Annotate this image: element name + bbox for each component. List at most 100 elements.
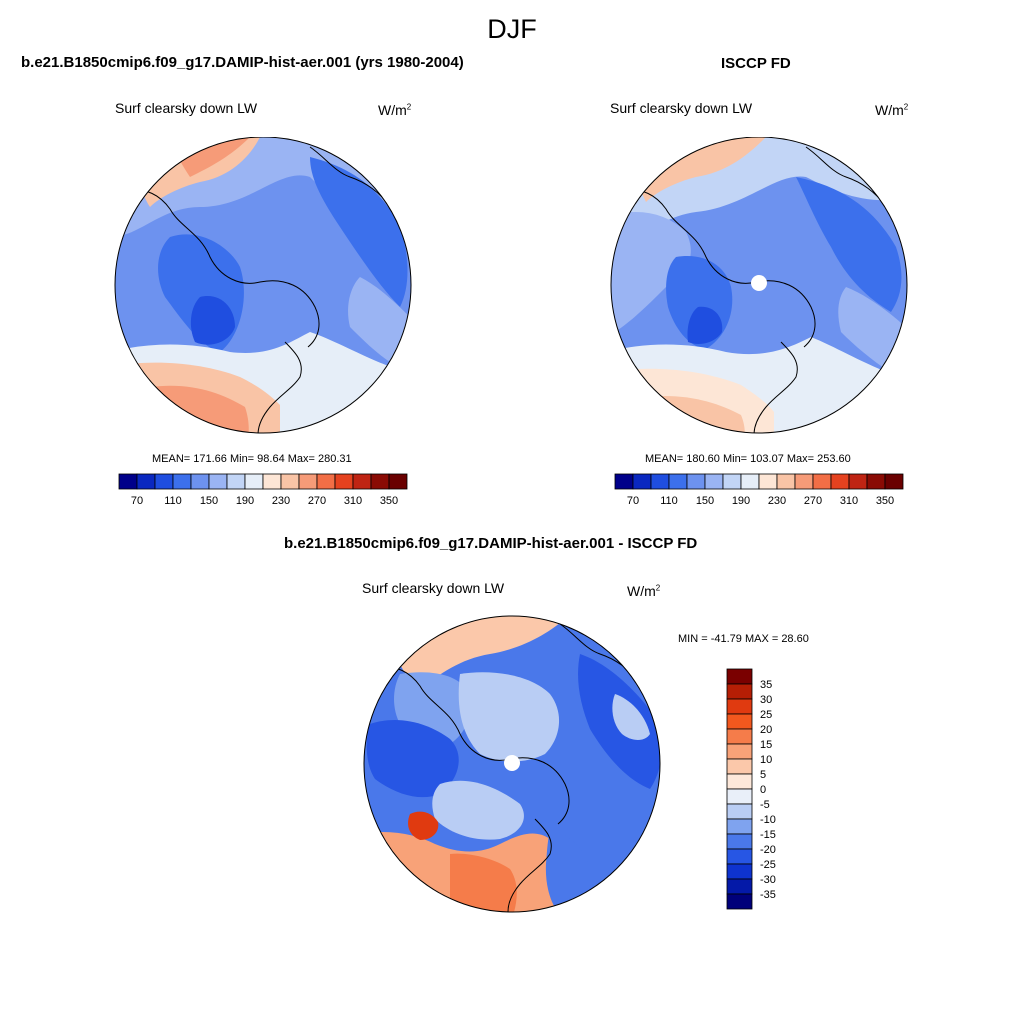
panel-3-field-pale-east [612,694,650,740]
colorbar-box [686,473,706,490]
colorbar-tick-label: -15 [760,829,776,841]
panel-3-pole-gap [504,755,520,771]
colorbar-tick-label: 25 [760,709,772,721]
colorbar-box [726,893,753,910]
panel-2-coastline [625,190,816,348]
colorbar-tick-label: -30 [760,874,776,886]
colorbar-tick-label: 110 [660,495,678,507]
colorbar-box [704,473,724,490]
panel-3-field-hotspot [408,811,439,840]
panel-3-map-boundary [363,615,661,913]
colorbar-tick-label: 20 [760,724,772,736]
colorbar-box [244,473,264,490]
colorbar-box [722,473,742,490]
panel-2-map [610,137,908,434]
colorbar-box [262,473,282,490]
colorbar-box [740,473,760,490]
colorbar-box [726,698,753,715]
colorbar-box [726,773,753,790]
colorbar-box [226,473,246,490]
panel-1-variable: Surf clearsky down LW [115,100,258,116]
colorbar-tick-label: -10 [760,814,776,826]
colorbar-box [154,473,174,490]
panel-2-pole-gap [751,275,767,291]
colorbar-box [190,473,210,490]
colorbar-box [726,818,753,835]
colorbar-tick-label: 230 [272,495,290,507]
colorbar-box [668,473,688,490]
colorbar-box [726,878,753,895]
panel-3-field-blue-south [545,829,590,912]
panel-2-variable: Surf clearsky down LW [610,100,753,116]
panel-2-map-boundary [610,137,908,434]
colorbar-box [334,473,354,490]
colorbar-box [726,758,753,775]
panel-3-units: W/m2 [627,583,661,599]
colorbar-box [776,473,796,490]
colorbar-box [650,473,670,490]
panel-1-map [114,137,412,434]
colorbar-tick-label: -20 [760,844,776,856]
panel-3-title: b.e21.B1850cmip6.f09_g17.DAMIP-hist-aer.… [284,535,698,552]
panel-1-map-boundary [114,137,412,434]
colorbar-box [136,473,156,490]
panel-2-field-light-west [611,212,691,337]
panel-2-coastline-europe [753,341,798,433]
colorbar-box [726,713,753,730]
colorbar-tick-label: 35 [760,679,772,691]
panel-1-coastline-europe [257,341,302,433]
colorbar-box [726,743,753,760]
colorbar-tick-label: 190 [236,495,254,507]
colorbar-box [726,863,753,880]
colorbar-box [370,473,390,490]
colorbar-box [208,473,228,490]
colorbar-box [794,473,814,490]
colorbar-box [830,473,850,490]
panel-2-stats: MEAN= 180.60 Min= 103.07 Max= 253.60 [645,453,851,465]
colorbar-box [118,473,138,490]
colorbar-tick-label: -25 [760,859,776,871]
colorbar-tick-label: 190 [732,495,750,507]
colorbar-tick-label: 230 [768,495,786,507]
panel-3-field-blue-west [366,719,459,798]
panel-2-field-blue-east [796,177,902,312]
panel-1-stats: MEAN= 171.66 Min= 98.64 Max= 280.31 [152,453,352,465]
colorbar-box [884,473,904,490]
panel-3-coastline [379,667,570,825]
colorbar-tick-label: 310 [344,495,362,507]
colorbar-tick-label: 10 [760,754,772,766]
colorbar-box [726,683,753,700]
panel-2-field-blue-core [687,306,723,344]
colorbar-tick-label: 150 [200,495,218,507]
panel-1-coastline [129,190,320,348]
colorbar-box [812,473,832,490]
colorbar-tick-label: 70 [131,495,143,507]
panel-3-coastline-europe [507,818,552,912]
panel-3-field-pale-south [432,780,524,840]
colorbar-tick-label: 110 [164,495,182,507]
colorbar-tick-label: 350 [876,495,894,507]
colorbar-tick-label: 270 [308,495,326,507]
colorbar-tick-label: 150 [696,495,714,507]
panel-1-title: b.e21.B1850cmip6.f09_g17.DAMIP-hist-aer.… [21,54,464,71]
colorbar-tick-label: -35 [760,889,776,901]
colorbar-box [726,728,753,745]
colorbar-box [726,803,753,820]
panel-1-units: W/m2 [378,102,412,118]
colorbar-box [758,473,778,490]
colorbar-box [388,473,408,490]
colorbar-tick-label: 70 [627,495,639,507]
colorbar-box [726,848,753,865]
colorbar-box [298,473,318,490]
panel-1-colorbar: 70 110 150 190 230 270 310 350 [118,473,408,507]
colorbar-box [632,473,652,490]
panel-1-field-blue-core [190,296,235,345]
colorbar-tick-label: 15 [760,739,772,751]
colorbar-tick-label: -5 [760,799,770,811]
panel-3-variable: Surf clearsky down LW [362,580,505,596]
colorbar-tick-label: 270 [804,495,822,507]
panel-2-title: ISCCP FD [721,55,791,72]
panel-3-field-pale-center [458,672,560,762]
panel-2-colorbar: 70 110 150 190 230 270 310 350 [614,473,904,507]
figure-title: DJF [487,14,537,44]
